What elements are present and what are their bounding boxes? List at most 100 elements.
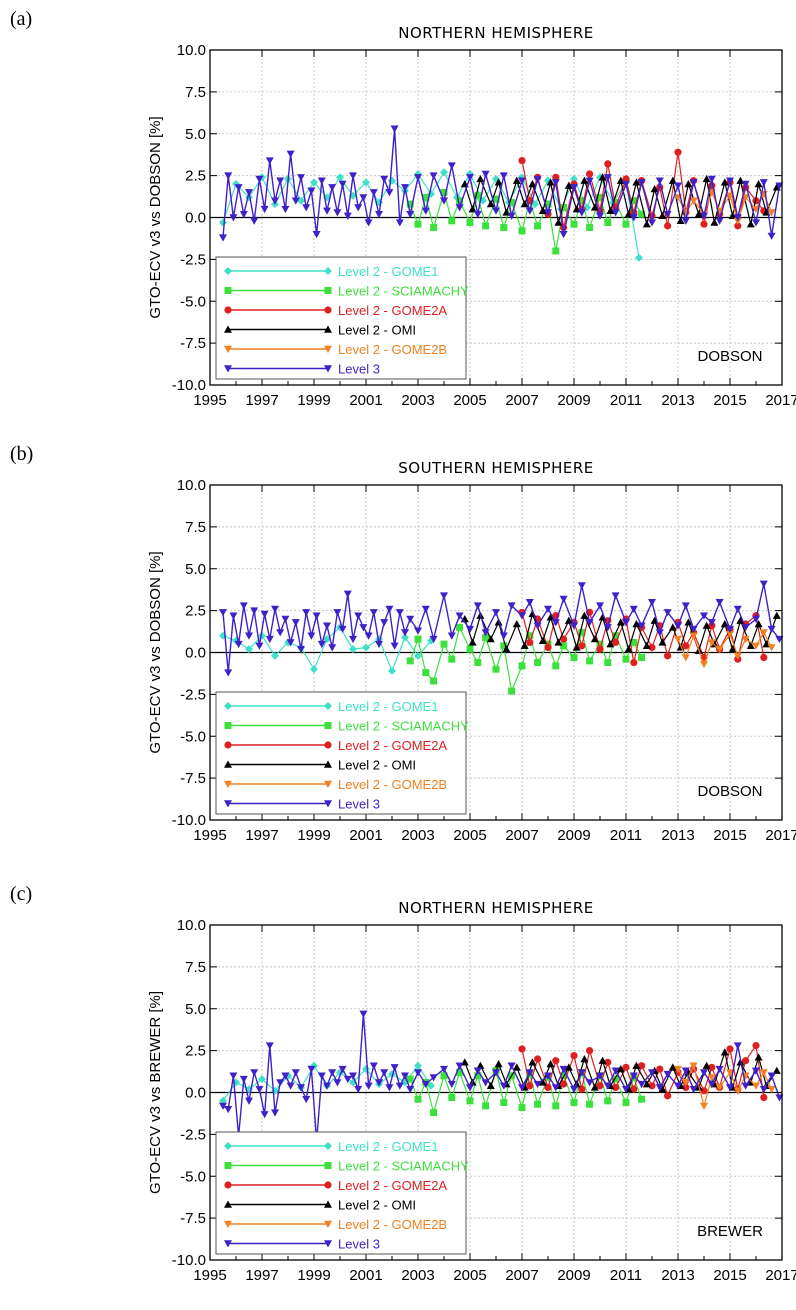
- data-point: [291, 1069, 300, 1077]
- series-1: [406, 188, 646, 255]
- data-point: [534, 1100, 542, 1108]
- data-point: [385, 1084, 394, 1092]
- data-point: [552, 247, 560, 255]
- data-point: [388, 1070, 396, 1079]
- data-point: [349, 172, 357, 180]
- data-point: [245, 632, 253, 640]
- data-point: [689, 625, 698, 634]
- data-point: [224, 669, 233, 677]
- data-point: [219, 234, 227, 242]
- data-point: [612, 198, 620, 206]
- data-point: [481, 1079, 490, 1087]
- data-point: [694, 210, 703, 218]
- x-tick-label: 1995: [193, 392, 226, 409]
- legend-marker-end: [324, 780, 332, 788]
- data-point: [578, 1085, 586, 1093]
- data-point: [466, 219, 474, 227]
- data-point: [281, 1072, 290, 1080]
- data-point: [726, 630, 734, 639]
- data-point: [603, 1082, 612, 1090]
- legend-marker-end: [324, 287, 332, 294]
- data-point: [349, 1078, 357, 1087]
- data-point: [767, 1072, 776, 1080]
- data-point: [302, 204, 311, 212]
- data-point: [499, 172, 508, 180]
- legend-marker-start: [224, 1162, 232, 1169]
- legend-label: Level 3: [338, 1237, 380, 1252]
- data-point: [742, 1057, 750, 1065]
- data-point: [681, 1079, 690, 1087]
- x-tick-label: 2013: [661, 1267, 694, 1284]
- data-point: [456, 1068, 464, 1076]
- data-point: [596, 212, 604, 220]
- data-point: [772, 1066, 781, 1074]
- data-point: [390, 125, 399, 133]
- data-point: [681, 602, 690, 610]
- data-point: [754, 180, 763, 188]
- data-point: [482, 1102, 490, 1110]
- data-point: [726, 1045, 734, 1053]
- series-line: [409, 625, 643, 694]
- data-point: [281, 615, 290, 623]
- data-point: [255, 175, 264, 183]
- data-point: [512, 1063, 521, 1071]
- data-point: [759, 1069, 768, 1077]
- data-point: [518, 1084, 526, 1092]
- data-point: [663, 1070, 672, 1079]
- data-point: [681, 1067, 690, 1075]
- data-point: [429, 635, 438, 644]
- data-point: [604, 160, 612, 168]
- data-point: [359, 194, 368, 202]
- series-0: [219, 168, 643, 262]
- data-point: [689, 632, 698, 640]
- data-point: [715, 1065, 724, 1074]
- data-point: [448, 655, 456, 663]
- data-point: [492, 665, 500, 673]
- data-point: [520, 641, 529, 649]
- data-point: [369, 1062, 378, 1070]
- data-point: [385, 605, 394, 613]
- data-point: [655, 629, 664, 637]
- y-tick-label: 0.0: [185, 645, 206, 662]
- data-point: [494, 178, 503, 186]
- data-point: [440, 1072, 448, 1080]
- data-point: [406, 1085, 415, 1094]
- y-tick-label: 7.5: [185, 84, 206, 101]
- y-axis: 10.0 7.5 5.0 2.5 0.0 -2.5 -5.0 -7.5 -10.0: [172, 477, 782, 829]
- data-point: [551, 1084, 560, 1092]
- legend-marker-end: [324, 1240, 332, 1248]
- legend-label: Level 2 - GOME2A: [338, 1178, 447, 1193]
- data-point: [759, 580, 768, 588]
- data-point: [508, 687, 516, 695]
- data-point: [577, 1069, 586, 1077]
- legend-label: Level 2 - GOME2A: [338, 738, 447, 753]
- data-point: [746, 220, 755, 228]
- data-point: [286, 150, 295, 158]
- series-5: [219, 580, 784, 677]
- data-point: [707, 1074, 716, 1082]
- data-point: [728, 211, 737, 220]
- data-point: [733, 605, 742, 613]
- data-point: [492, 1069, 500, 1077]
- data-point: [728, 645, 737, 653]
- data-point: [760, 653, 768, 662]
- data-point: [486, 1081, 495, 1089]
- data-point: [359, 624, 368, 632]
- data-point: [414, 651, 422, 660]
- data-point: [642, 220, 651, 228]
- y-tick-label: -10.0: [172, 377, 206, 394]
- data-point: [564, 181, 573, 189]
- data-point: [552, 173, 560, 181]
- x-tick-label: 2005: [453, 392, 486, 409]
- legend-marker-end: [324, 1162, 332, 1169]
- data-point: [481, 170, 490, 178]
- y-tick-label: -5.0: [180, 1168, 206, 1185]
- data-point: [229, 214, 238, 222]
- data-point: [265, 635, 274, 644]
- data-point: [752, 205, 760, 214]
- legend-marker-start: [224, 1220, 232, 1228]
- x-tick-label: 2011: [610, 1267, 642, 1284]
- data-point: [726, 1084, 734, 1092]
- legend-marker-start: [224, 306, 232, 314]
- data-point: [258, 631, 266, 640]
